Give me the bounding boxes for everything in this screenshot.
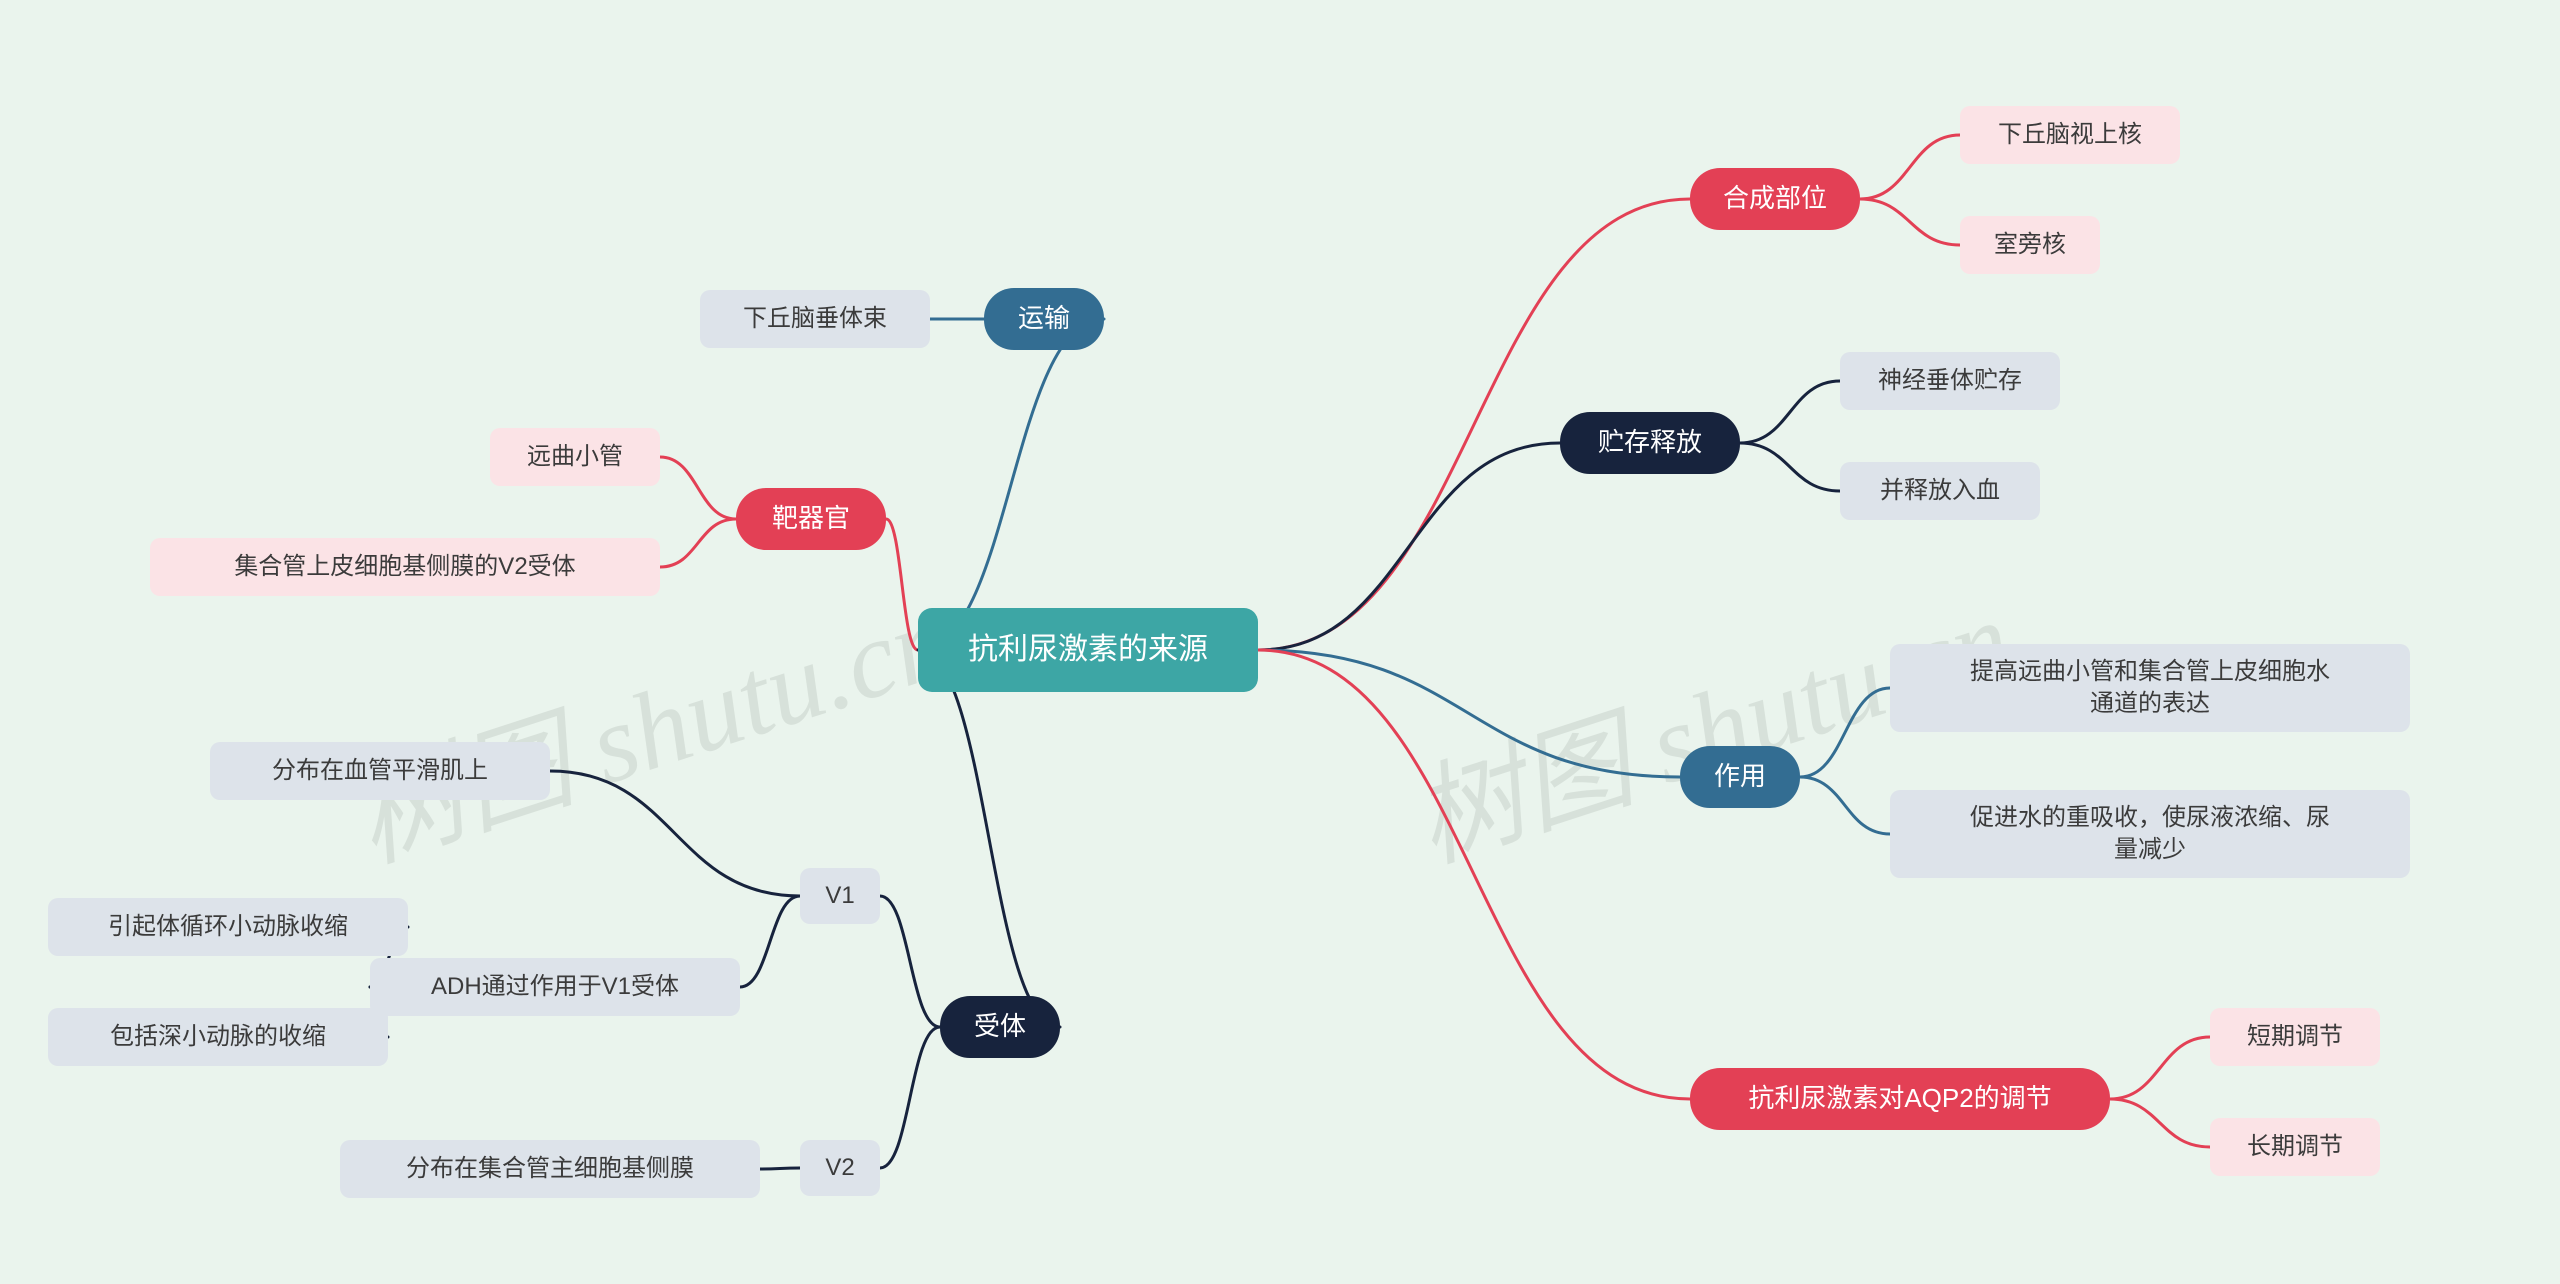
leaf-target-b[interactable]: 集合管上皮细胞基侧膜的V2受体: [150, 538, 660, 596]
label: 神经垂体贮存: [1878, 365, 2022, 397]
node-adh[interactable]: ADH通过作用于V1受体: [370, 958, 740, 1016]
branch-transport[interactable]: 运输: [984, 288, 1104, 350]
label: 包括深小动脉的收缩: [110, 1021, 326, 1053]
leaf-adh-b[interactable]: 包括深小动脉的收缩: [48, 1008, 388, 1066]
leaf-target-a[interactable]: 远曲小管: [490, 428, 660, 486]
leaf-adh-a[interactable]: 引起体循环小动脉收缩: [48, 898, 408, 956]
label: 抗利尿激素对AQP2的调节: [1748, 1081, 2051, 1116]
label: 集合管上皮细胞基侧膜的V2受体: [234, 551, 575, 583]
branch-target[interactable]: 靶器官: [736, 488, 886, 550]
branch-aqp2[interactable]: 抗利尿激素对AQP2的调节: [1690, 1068, 2110, 1130]
leaf-store-b[interactable]: 并释放入血: [1840, 462, 2040, 520]
leaf-act-b[interactable]: 促进水的重吸收，使尿液浓缩、尿 量减少: [1890, 790, 2410, 878]
root-label: 抗利尿激素的来源: [968, 630, 1208, 671]
label: 受体: [974, 1009, 1026, 1044]
branch-action[interactable]: 作用: [1680, 746, 1800, 808]
label: 运输: [1018, 301, 1070, 336]
label: 分布在血管平滑肌上: [272, 755, 488, 787]
label: 合成部位: [1723, 181, 1827, 216]
label: 远曲小管: [527, 441, 623, 473]
leaf-v1-dist[interactable]: 分布在血管平滑肌上: [210, 742, 550, 800]
label: V2: [825, 1152, 854, 1184]
leaf-aqp-a[interactable]: 短期调节: [2210, 1008, 2380, 1066]
leaf-aqp-b[interactable]: 长期调节: [2210, 1118, 2380, 1176]
label: 室旁核: [1994, 229, 2066, 261]
label: 短期调节: [2247, 1021, 2343, 1053]
branch-synthesis[interactable]: 合成部位: [1690, 168, 1860, 230]
mindmap-stage: 树图 shutu.cn 树图 shutu.cn 抗利尿激素的来源 合成部位 下丘…: [0, 0, 2560, 1284]
connectors-layer: [0, 0, 2560, 1284]
label: 贮存释放: [1598, 425, 1702, 460]
label: 提高远曲小管和集合管上皮细胞水 通道的表达: [1970, 656, 2330, 721]
label: V1: [825, 880, 854, 912]
label: 作用: [1714, 759, 1766, 794]
label: 引起体循环小动脉收缩: [108, 911, 348, 943]
leaf-trans-a[interactable]: 下丘脑垂体束: [700, 290, 930, 348]
leaf-act-a[interactable]: 提高远曲小管和集合管上皮细胞水 通道的表达: [1890, 644, 2410, 732]
label: ADH通过作用于V1受体: [431, 971, 679, 1003]
leaf-syn-a[interactable]: 下丘脑视上核: [1960, 106, 2180, 164]
label: 靶器官: [772, 501, 850, 536]
label: 并释放入血: [1880, 475, 2000, 507]
label: 长期调节: [2247, 1131, 2343, 1163]
branch-store[interactable]: 贮存释放: [1560, 412, 1740, 474]
label: 下丘脑视上核: [1998, 119, 2142, 151]
leaf-store-a[interactable]: 神经垂体贮存: [1840, 352, 2060, 410]
node-v1[interactable]: V1: [800, 868, 880, 924]
label: 促进水的重吸收，使尿液浓缩、尿 量减少: [1970, 802, 2330, 867]
leaf-v2-dist[interactable]: 分布在集合管主细胞基侧膜: [340, 1140, 760, 1198]
node-v2[interactable]: V2: [800, 1140, 880, 1196]
leaf-syn-b[interactable]: 室旁核: [1960, 216, 2100, 274]
label: 下丘脑垂体束: [743, 303, 887, 335]
label: 分布在集合管主细胞基侧膜: [406, 1153, 694, 1185]
root-node[interactable]: 抗利尿激素的来源: [918, 608, 1258, 692]
branch-receptor[interactable]: 受体: [940, 996, 1060, 1058]
watermark: 树图 shutu.cn: [330, 549, 966, 892]
